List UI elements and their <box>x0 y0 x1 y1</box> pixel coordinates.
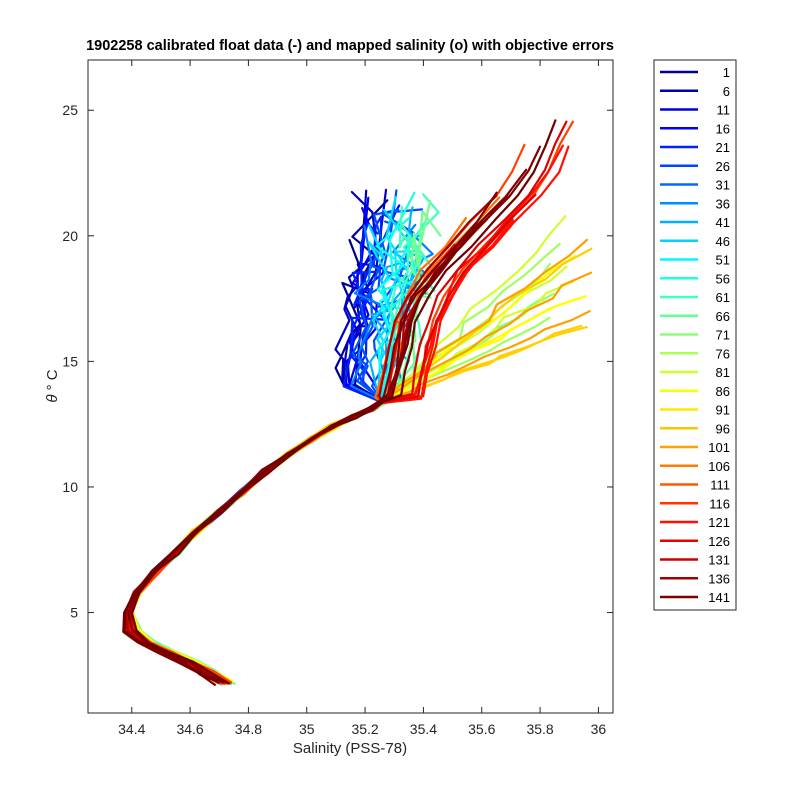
legend-item: 141 <box>660 590 730 605</box>
legend-label: 86 <box>716 384 730 399</box>
legend: 1611162126313641465156616671768186919610… <box>653 59 737 611</box>
y-tick-label: 25 <box>62 102 78 118</box>
legend-label: 1 <box>723 65 730 80</box>
legend-item: 46 <box>660 234 730 249</box>
legend-label: 16 <box>716 121 730 136</box>
y-axis-label: θ ° C <box>44 369 61 402</box>
x-tick-label: 35.6 <box>468 721 495 737</box>
axis-ticks: 34.4 34.6 34.8 35 35.2 35.4 35.6 35.8 36 5 10 15 20 2… <box>62 60 613 737</box>
legend-label: 111 <box>710 478 730 493</box>
legend-item: 36 <box>660 196 730 211</box>
legend-item: 21 <box>660 140 730 155</box>
legend-item: 51 <box>660 253 730 268</box>
legend-item: 11 <box>660 103 730 118</box>
profile-lines <box>122 119 593 686</box>
x-tick-label: 35.8 <box>526 721 553 737</box>
y-axis-symbol: θ <box>44 394 61 402</box>
legend-label: 26 <box>716 159 730 174</box>
legend-label: 56 <box>716 271 730 286</box>
legend-label: 6 <box>723 84 730 99</box>
legend-item: 41 <box>660 215 730 230</box>
legend-label: 126 <box>708 534 730 549</box>
legend-item: 66 <box>660 309 730 324</box>
legend-label: 91 <box>716 403 730 418</box>
legend-label: 136 <box>708 571 730 586</box>
legend-item: 71 <box>660 328 730 343</box>
legend-item: 26 <box>660 159 730 174</box>
x-tick-label: 35.4 <box>410 721 437 737</box>
legend-label: 51 <box>716 253 730 268</box>
x-tick-label: 35 <box>299 721 315 737</box>
legend-label: 36 <box>716 196 730 211</box>
legend-item: 116 <box>660 496 730 511</box>
legend-item: 1 <box>660 65 730 80</box>
legend-label: 46 <box>716 234 730 249</box>
legend-label: 131 <box>708 553 730 568</box>
chart-title: 1902258 calibrated float data (-) and ma… <box>86 38 614 54</box>
legend-label: 66 <box>716 309 730 324</box>
legend-label: 116 <box>709 496 730 511</box>
y-tick-label: 20 <box>62 228 78 244</box>
legend-item: 111 <box>660 478 730 493</box>
legend-item: 56 <box>660 271 730 286</box>
y-tick-label: 15 <box>62 353 78 369</box>
legend-label: 141 <box>708 590 730 605</box>
legend-label: 121 <box>708 515 730 530</box>
legend-item: 81 <box>660 365 730 380</box>
legend-label: 101 <box>708 440 730 455</box>
x-tick-label: 34.6 <box>176 721 203 737</box>
legend-items: 1611162126313641465156616671768186919610… <box>660 65 730 605</box>
y-tick-label: 5 <box>70 605 78 621</box>
profile-line <box>123 220 485 684</box>
x-tick-label: 34.4 <box>118 721 145 737</box>
legend-item: 121 <box>660 515 730 530</box>
profile-line <box>130 119 557 685</box>
legend-label: 11 <box>717 103 731 118</box>
legend-label: 76 <box>716 346 730 361</box>
legend-item: 126 <box>660 534 730 549</box>
legend-item: 31 <box>660 178 730 193</box>
legend-item: 16 <box>660 121 730 136</box>
legend-item: 61 <box>660 290 730 305</box>
legend-item: 91 <box>660 403 730 418</box>
legend-label: 81 <box>716 365 730 380</box>
legend-label: 71 <box>716 328 730 343</box>
legend-label: 61 <box>716 290 730 305</box>
legend-label: 31 <box>716 178 730 193</box>
legend-item: 76 <box>660 346 730 361</box>
y-tick-label: 10 <box>62 479 78 495</box>
legend-label: 96 <box>716 421 730 436</box>
x-tick-label: 36 <box>591 721 607 737</box>
x-tick-label: 34.8 <box>235 721 262 737</box>
plot-frame <box>87 59 614 714</box>
legend-item: 96 <box>660 421 730 436</box>
legend-label: 106 <box>708 459 730 474</box>
x-axis-label: Salinity (PSS-78) <box>293 740 407 757</box>
legend-item: 106 <box>660 459 730 474</box>
x-tick-label: 35.2 <box>351 721 378 737</box>
legend-label: 41 <box>716 215 730 230</box>
legend-item: 136 <box>660 571 730 586</box>
legend-item: 101 <box>660 440 730 455</box>
y-axis-unit: ° C <box>44 369 61 390</box>
legend-item: 131 <box>660 553 730 568</box>
legend-item: 86 <box>660 384 730 399</box>
legend-label: 21 <box>716 140 730 155</box>
legend-item: 6 <box>660 84 730 99</box>
